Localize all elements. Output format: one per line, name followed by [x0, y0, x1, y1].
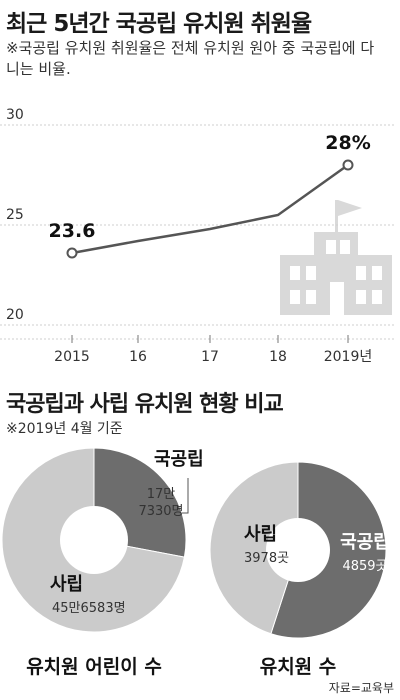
slice-name: 국공립: [154, 449, 204, 470]
data-label: 28%: [325, 132, 370, 154]
window-0: [290, 266, 300, 280]
x-tick-label: 2019년: [324, 349, 373, 365]
donut-hole: [266, 518, 330, 582]
building-door: [330, 282, 344, 315]
x-tick-label: 17: [201, 349, 219, 365]
x-tick-label: 18: [269, 349, 287, 365]
y-tick-label: 25: [6, 207, 24, 223]
data-point: [342, 159, 354, 171]
slice-name: 사립: [50, 574, 83, 595]
window-3: [372, 266, 382, 280]
pie-caption: 유치원 수: [260, 656, 337, 678]
building-windows: [290, 240, 382, 315]
slice-value: 17만 7330명: [138, 487, 183, 519]
y-tick-label: 30: [6, 107, 24, 123]
series-line: [71, 163, 349, 255]
slice-value: 4859곳: [342, 559, 387, 574]
slice-name: 사립: [244, 524, 277, 545]
leader-line: [182, 478, 189, 514]
donut-hole: [60, 506, 128, 574]
window-7: [372, 290, 382, 304]
data-label: 23.6: [49, 220, 96, 242]
line-chart-title: 최근 5년간 국공립 유치원 취원율: [6, 11, 312, 37]
slice-name: 국공립: [340, 532, 390, 553]
source-credit: 자료=교육부: [328, 681, 394, 695]
window-2: [356, 266, 366, 280]
flag: [338, 200, 362, 216]
slice-value: 45만6583명: [52, 601, 126, 616]
slice-value-line: 7330명: [138, 504, 183, 519]
window-6: [356, 290, 366, 304]
x-tick-label: 2015: [54, 349, 90, 365]
window-9: [340, 240, 350, 254]
window-4: [290, 290, 300, 304]
data-point: [66, 247, 78, 259]
flag-pole: [335, 200, 338, 232]
comparison-note: ※2019년 4월 기준: [6, 421, 123, 437]
slice-value: 3978곳: [244, 551, 289, 566]
line-chart-note: ※국공립 유치원 취원율은 전체 유치원 원아 중 국공립에 다니는 비율.: [6, 39, 375, 78]
window-1: [306, 266, 316, 280]
y-tick-label: 20: [6, 307, 24, 323]
pie-caption: 유치원 어린이 수: [26, 656, 162, 678]
pie-slice-사립: [209, 461, 299, 635]
comparison-title: 국공립과 사립 유치원 현황 비교: [6, 392, 284, 417]
slice-value-line: 17만: [147, 487, 176, 502]
line-chart: 30 25 20 2015 16 17 18 2019년 23.6 28%: [0, 107, 394, 365]
x-tick-label: 16: [129, 349, 147, 365]
window-5: [306, 290, 316, 304]
window-8: [326, 240, 336, 254]
